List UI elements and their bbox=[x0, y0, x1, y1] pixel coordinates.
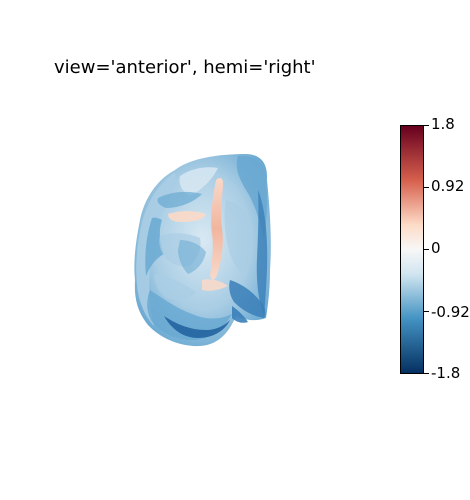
colorbar bbox=[400, 125, 424, 374]
colorbar-tick-max bbox=[424, 125, 429, 126]
figure-title: view='anterior', hemi='right' bbox=[54, 57, 316, 78]
colorbar-label-max: 1.8 bbox=[431, 115, 455, 133]
brain-activation-central bbox=[210, 178, 224, 280]
brain-gyrus-upper-band bbox=[157, 191, 202, 208]
brain-gyrus-top-left bbox=[179, 167, 218, 196]
brain-surface-render bbox=[120, 140, 290, 365]
colorbar-tick-zero bbox=[424, 249, 429, 250]
colorbar-label-lower: -0.92 bbox=[431, 303, 470, 321]
colorbar-label-zero: 0 bbox=[431, 239, 441, 257]
colorbar-tick-min bbox=[424, 373, 429, 374]
brain-gyrus-lower-deep bbox=[164, 316, 230, 338]
brain-gyrus-mid-right bbox=[224, 200, 253, 274]
colorbar-tick-upper bbox=[424, 187, 429, 188]
colorbar-label-upper: 0.92 bbox=[431, 177, 465, 195]
brain-gyrus-left-inner bbox=[145, 217, 164, 276]
colorbar-label-min: -1.8 bbox=[431, 364, 461, 382]
brain-surface-svg bbox=[134, 154, 271, 347]
brain-gyrus-lower-mid bbox=[154, 274, 196, 300]
brain-gyrus-right-edge bbox=[256, 190, 268, 316]
colorbar-tick-lower bbox=[424, 311, 429, 312]
brain-gyrus-mid-center bbox=[178, 240, 206, 274]
brain-activation-left-band bbox=[168, 211, 206, 222]
brain-gyrus-left-rim bbox=[136, 172, 176, 326]
brain-gyrus-lower-left bbox=[147, 290, 232, 341]
brain-gyrus-notch bbox=[232, 306, 248, 323]
brain-activation-lower bbox=[202, 279, 228, 291]
brain-gyrus-lower-right bbox=[229, 280, 266, 318]
